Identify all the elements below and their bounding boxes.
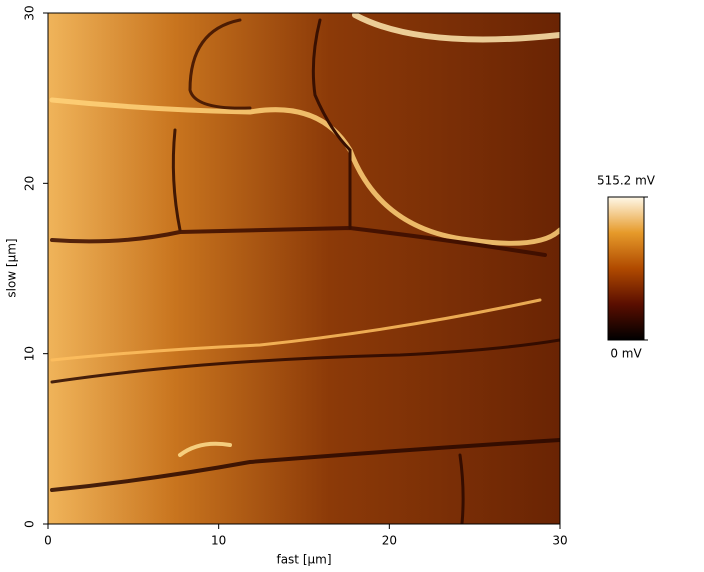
y-tick-label: 0 [23, 520, 37, 528]
x-tick-label: 20 [382, 534, 397, 548]
y-axis-label: slow [µm] [5, 238, 19, 297]
colorbar-label: 0 mV [610, 347, 642, 361]
x-tick-label: 10 [211, 534, 226, 548]
x-tick-label: 30 [552, 534, 567, 548]
y-tick-label: 20 [23, 176, 37, 191]
colorbar [607, 196, 645, 341]
colorbar-label: 515.2 mV [597, 174, 656, 188]
plot-frame [47, 12, 561, 525]
x-axis-label: fast [µm] [276, 553, 331, 567]
x-tick-label: 0 [44, 534, 52, 548]
y-tick-label: 10 [23, 346, 37, 361]
y-tick-label: 30 [23, 5, 37, 20]
afm-image [48, 13, 560, 524]
